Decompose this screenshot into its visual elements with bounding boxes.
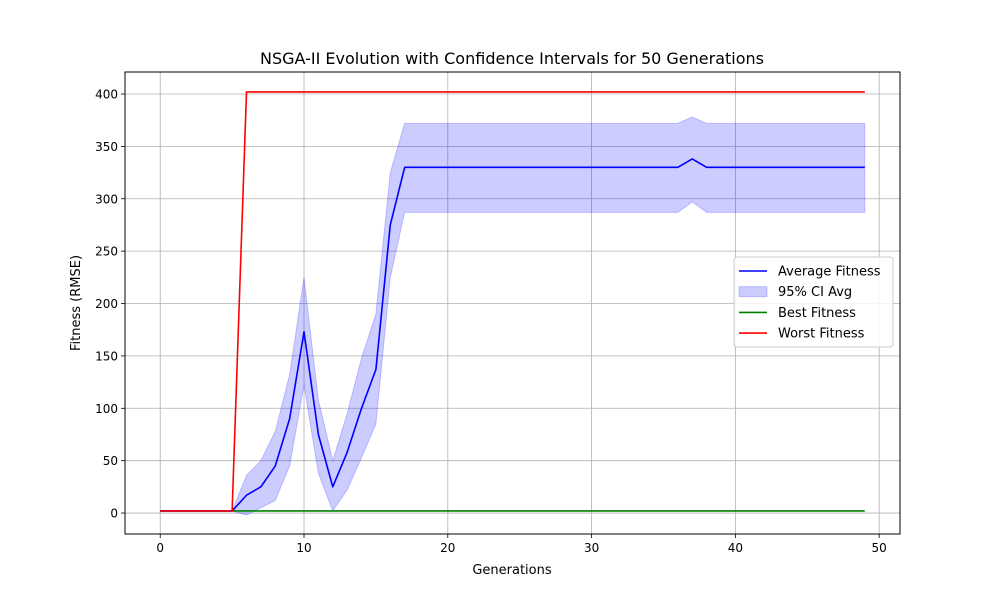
x-tick-label: 0 (156, 541, 164, 555)
y-tick-label: 50 (103, 454, 118, 468)
x-axis-title: Generations (472, 563, 552, 578)
x-tick-label: 50 (872, 541, 887, 555)
worst-fitness-line (160, 91, 865, 512)
legend-label: Worst Fitness (778, 327, 865, 342)
y-tick-label: 300 (95, 192, 118, 206)
legend-label: Best Fitness (778, 306, 856, 321)
legend-label: 95% CI Avg (778, 285, 852, 300)
x-tick-label: 40 (728, 541, 743, 555)
legend-swatch (738, 286, 768, 298)
y-tick-label: 200 (95, 297, 118, 311)
y-tick-label: 0 (110, 507, 118, 521)
legend-label: Average Fitness (778, 265, 881, 280)
y-tick-label: 350 (95, 140, 118, 154)
legend-box (733, 256, 894, 348)
y-tick-label: 250 (95, 245, 118, 259)
x-tick-label: 30 (584, 541, 599, 555)
x-tick-label: 10 (296, 541, 311, 555)
y-tick-label: 150 (95, 349, 118, 363)
x-axis: 0 10 20 30 40 50 (156, 534, 887, 555)
y-axis: 0 50 100 150 200 250 300 350 400 (95, 88, 125, 521)
plot-area-frame (124, 71, 901, 535)
y-tick-label: 100 (95, 402, 118, 416)
chart-title: NSGA-II Evolution with Confidence Interv… (260, 49, 764, 68)
y-tick-label: 400 (95, 88, 118, 102)
x-tick-label: 20 (440, 541, 455, 555)
y-axis-title: Fitness (RMSE) (69, 255, 84, 351)
series-line-layer (160, 91, 865, 512)
legend: Average Fitness 95% CI Avg Best Fitness Wor… (733, 256, 894, 348)
average-fitness-line (160, 158, 865, 512)
